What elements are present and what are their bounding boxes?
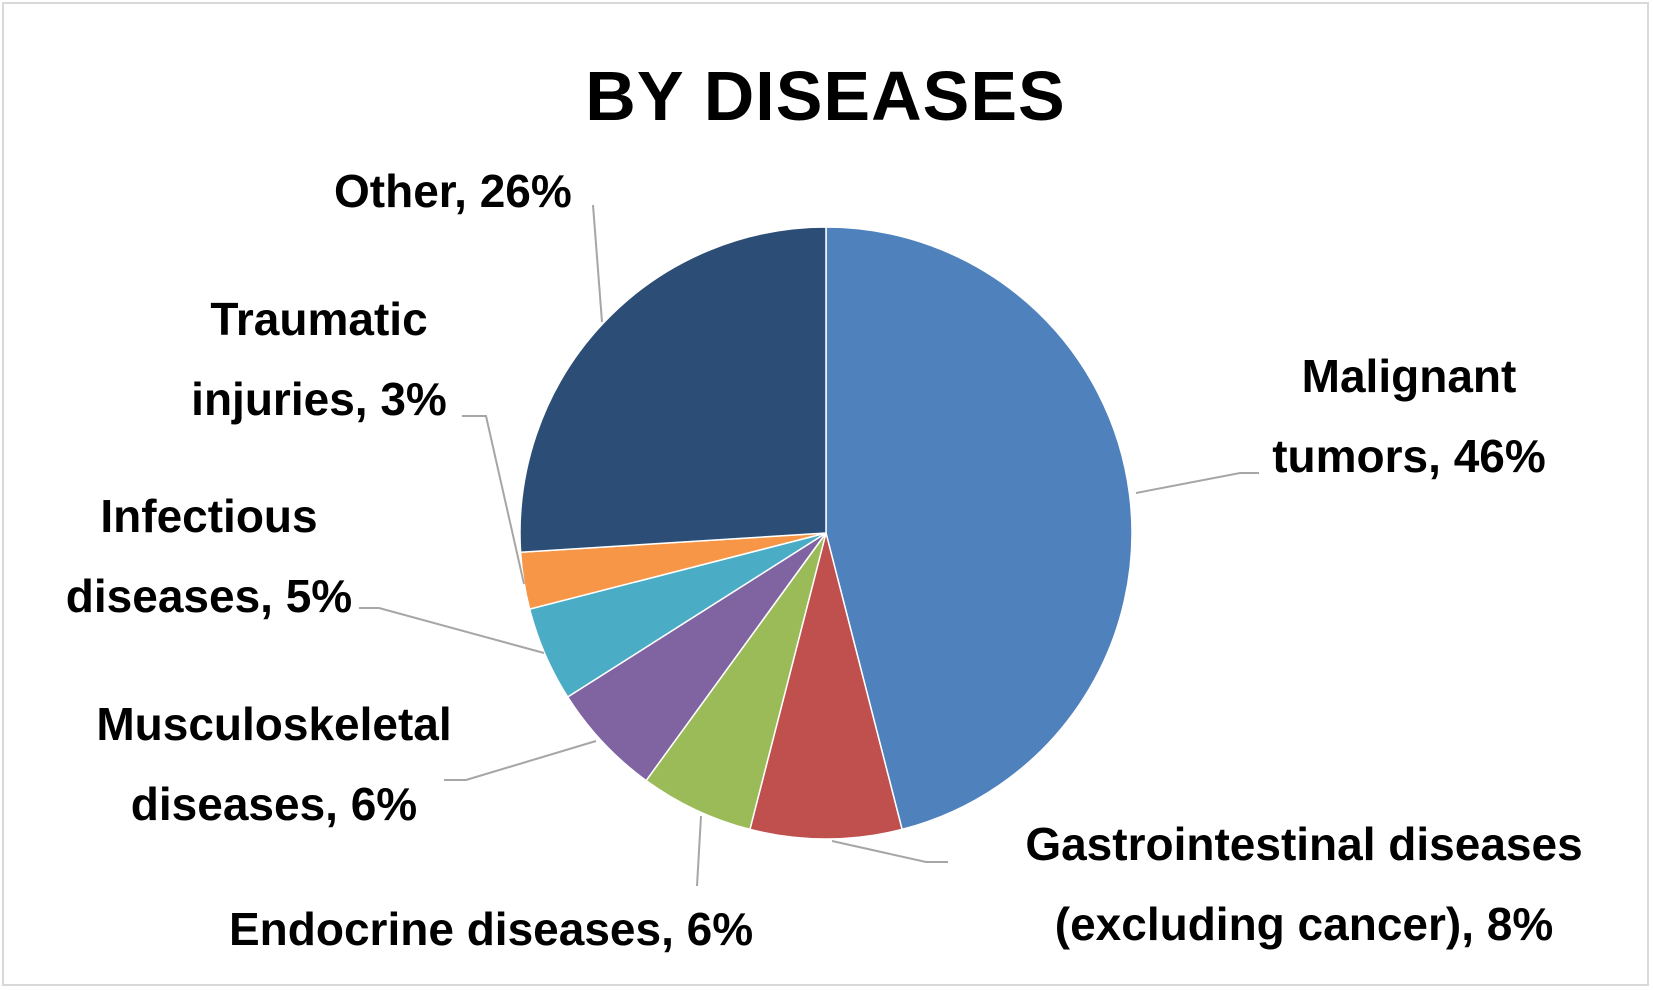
pie-chart	[359, 204, 1259, 887]
chart-title: BY DISEASES	[585, 57, 1066, 135]
pie-slice-gastrointestinal-diseases-excluding-cancer	[748, 532, 904, 840]
data-label-malignant-tumors: Malignant tumors, 46%	[1272, 350, 1546, 482]
leader-line-musculo	[444, 740, 597, 781]
data-label-gastrointestinal-diseases: Gastrointestinal diseases (excluding can…	[1025, 818, 1583, 950]
data-label-infectious-diseases: Infectious diseases, 5%	[65, 490, 353, 622]
leader-line-gastro	[831, 840, 948, 863]
data-label-other: Other, 26%	[334, 165, 572, 217]
data-label-endocrine-diseases: Endocrine diseases, 6%	[229, 903, 754, 955]
leader-line-other	[592, 204, 603, 323]
pie-slice-other	[519, 226, 827, 554]
leader-line-infectious	[359, 607, 545, 654]
leader-line-traumatic	[462, 415, 525, 585]
leader-line-endocrine	[696, 815, 702, 887]
leader-line-malignant	[1135, 472, 1259, 494]
data-label-traumatic-injuries: Traumatic injuries, 3%	[191, 293, 447, 425]
pie-slice-malignant-tumors	[825, 226, 1133, 831]
data-label-musculoskeletal-diseases: Musculoskeletal diseases, 6%	[96, 698, 452, 830]
